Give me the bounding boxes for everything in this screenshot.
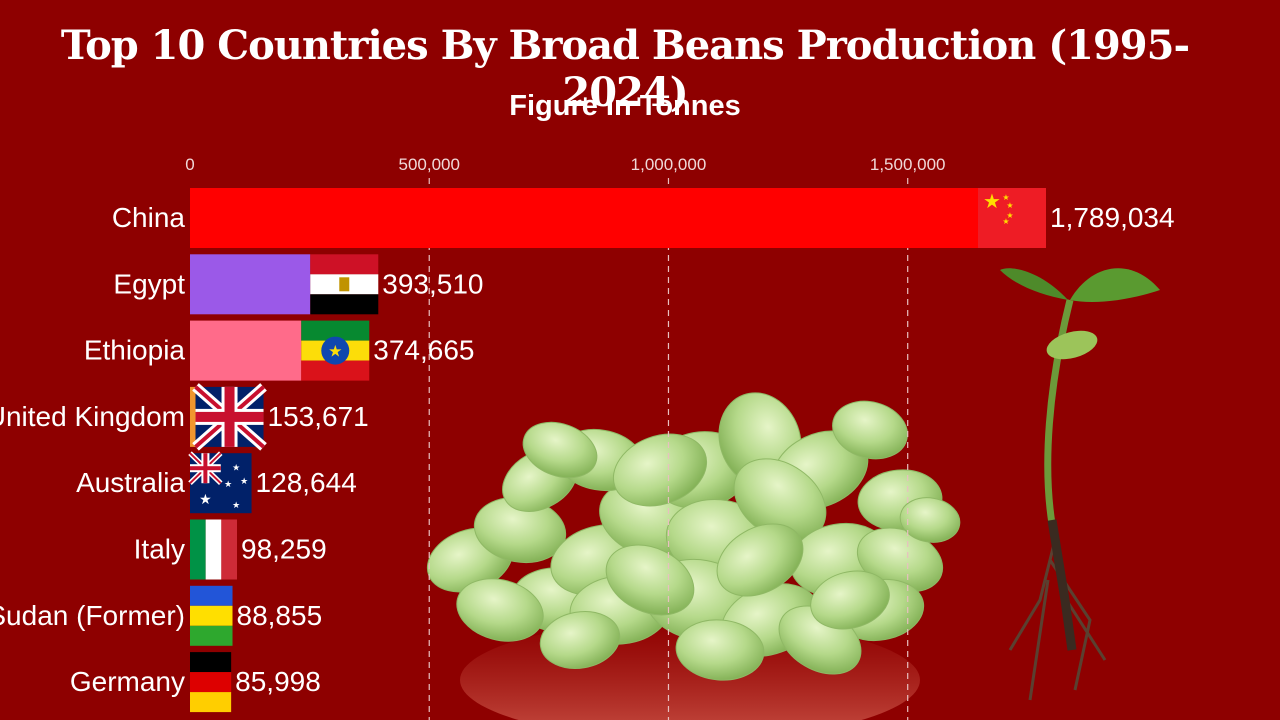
svg-text:★: ★ <box>199 491 212 507</box>
category-label: Italy <box>134 534 185 565</box>
category-label: United Kingdom <box>0 401 185 432</box>
x-tick-label: 1,000,000 <box>631 155 707 174</box>
ethiopia-flag: ★ <box>301 320 370 381</box>
china-flag: ★ ★★★★ <box>978 188 1046 248</box>
bar <box>190 254 311 315</box>
x-tick-label: 0 <box>185 155 194 174</box>
svg-text:★: ★ <box>240 476 248 486</box>
grid-layer: 0 500,000 1,000,000 1,500,000 <box>185 155 946 720</box>
svg-text:★: ★ <box>983 191 1001 213</box>
bar <box>190 320 302 381</box>
united-kingdom-flag <box>192 383 267 451</box>
category-label: Australia <box>76 467 185 498</box>
value-label: 374,665 <box>373 335 474 366</box>
australia-flag: ★★★ ★★ <box>188 451 252 514</box>
bean-shape <box>522 421 598 479</box>
bar <box>190 386 196 447</box>
svg-text:★: ★ <box>224 479 232 489</box>
bar <box>190 188 978 248</box>
svg-text:★: ★ <box>1002 217 1009 226</box>
bean-sprout-image <box>1000 268 1160 701</box>
category-label: Egypt <box>113 268 185 299</box>
value-label: 1,789,034 <box>1050 202 1175 233</box>
bean-shape <box>539 611 621 669</box>
value-label: 88,855 <box>237 600 323 631</box>
svg-text:★: ★ <box>232 500 240 510</box>
category-label: China <box>112 202 186 233</box>
chart-title: Top 10 Countries By Broad Beans Producti… <box>60 22 1190 116</box>
category-label: Ethiopia <box>84 335 186 366</box>
chart-subtitle: Figure In Tonnes <box>509 90 741 122</box>
svg-text:★: ★ <box>328 344 342 361</box>
category-label: Sudan (Former) <box>0 600 185 631</box>
broad-beans-pile-image <box>426 392 961 720</box>
value-label: 128,644 <box>256 467 357 498</box>
bean-shape <box>832 400 908 460</box>
bean-shape <box>899 497 961 543</box>
x-tick-label: 500,000 <box>399 155 460 174</box>
svg-text:★: ★ <box>1006 211 1013 220</box>
bean-shape <box>716 523 804 597</box>
x-tick-label: 1,500,000 <box>870 155 946 174</box>
svg-text:★: ★ <box>1002 193 1009 202</box>
bean-shape <box>675 619 765 681</box>
bean-shape <box>810 570 890 630</box>
egypt-flag <box>310 254 379 315</box>
value-label: 98,259 <box>241 534 327 565</box>
value-label: 393,510 <box>382 268 483 299</box>
value-label: 85,998 <box>235 666 321 697</box>
category-label: Germany <box>70 666 185 697</box>
bean-shape <box>605 544 695 616</box>
italy-flag <box>190 519 238 580</box>
sudan-flag <box>190 585 233 646</box>
bean-shape <box>456 578 544 642</box>
value-label: 153,671 <box>268 401 369 432</box>
svg-text:★: ★ <box>1006 201 1013 210</box>
svg-text:★: ★ <box>232 462 240 472</box>
germany-flag <box>190 652 232 713</box>
bean-shape <box>612 433 708 507</box>
